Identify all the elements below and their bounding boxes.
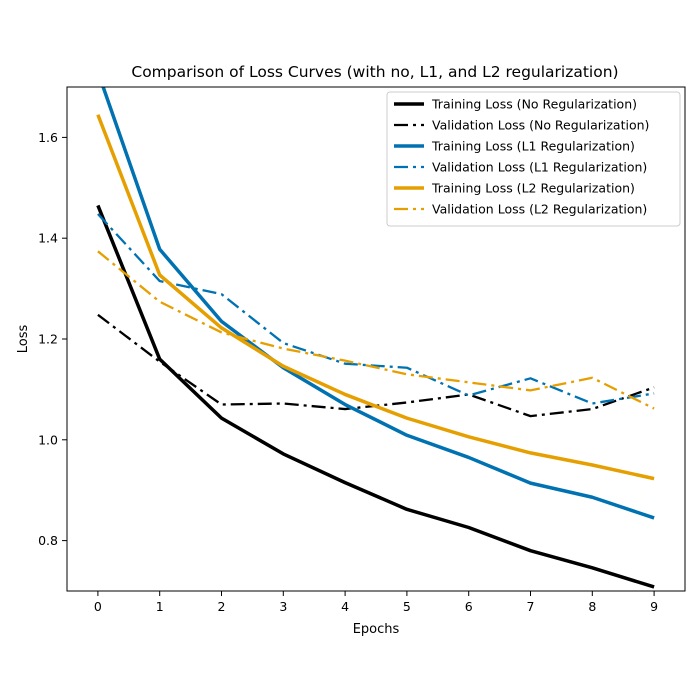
y-axis-label: Loss	[16, 325, 31, 354]
series-line-3	[101, 87, 655, 520]
legend-entry: Validation Loss (No Regularization)	[432, 118, 649, 133]
x-tick-label: 2	[218, 599, 226, 614]
chart-title: Comparison of Loss Curves (with no, L1, …	[131, 63, 618, 81]
x-tick-label: 1	[156, 599, 164, 614]
series-line-4	[97, 213, 655, 405]
x-tick-label: 7	[527, 599, 535, 614]
y-tick-label: 0.8	[38, 533, 58, 548]
x-tick-label: 4	[341, 599, 349, 614]
x-tick-label: 9	[650, 599, 658, 614]
y-tick-label: 1.6	[38, 130, 58, 145]
legend-box	[386, 91, 681, 227]
plot-frame	[66, 86, 686, 592]
legend-entry: Training Loss (L2 Regularization)	[431, 181, 635, 196]
series-line-5	[96, 114, 655, 481]
ticks-layer: 0 1 2 3 4 5 6 7 8 9 0.8 1.0 1.2 1.4 1.6	[38, 130, 658, 614]
x-tick-label: 0	[94, 599, 102, 614]
legend-entry: Training Loss (L1 Regularization)	[431, 139, 635, 154]
x-tick-label: 8	[588, 599, 596, 614]
x-axis-label: Epochs	[353, 622, 400, 637]
x-tick-label: 3	[279, 599, 287, 614]
y-tick-label: 1.4	[38, 231, 58, 246]
legend-entry: Validation Loss (L2 Regularization)	[432, 202, 647, 217]
y-tick-label: 1.0	[38, 432, 58, 447]
series-layer	[96, 87, 655, 589]
legend: Training Loss (No Regularization) Validat…	[386, 91, 681, 227]
legend-entry: Validation Loss (L1 Regularization)	[432, 160, 647, 175]
series-line-1	[96, 204, 655, 589]
y-tick-label: 1.2	[38, 332, 58, 347]
x-tick-label: 5	[403, 599, 411, 614]
legend-entry: Training Loss (No Regularization)	[431, 97, 637, 112]
series-line-6	[97, 250, 655, 410]
x-tick-label: 6	[465, 599, 473, 614]
